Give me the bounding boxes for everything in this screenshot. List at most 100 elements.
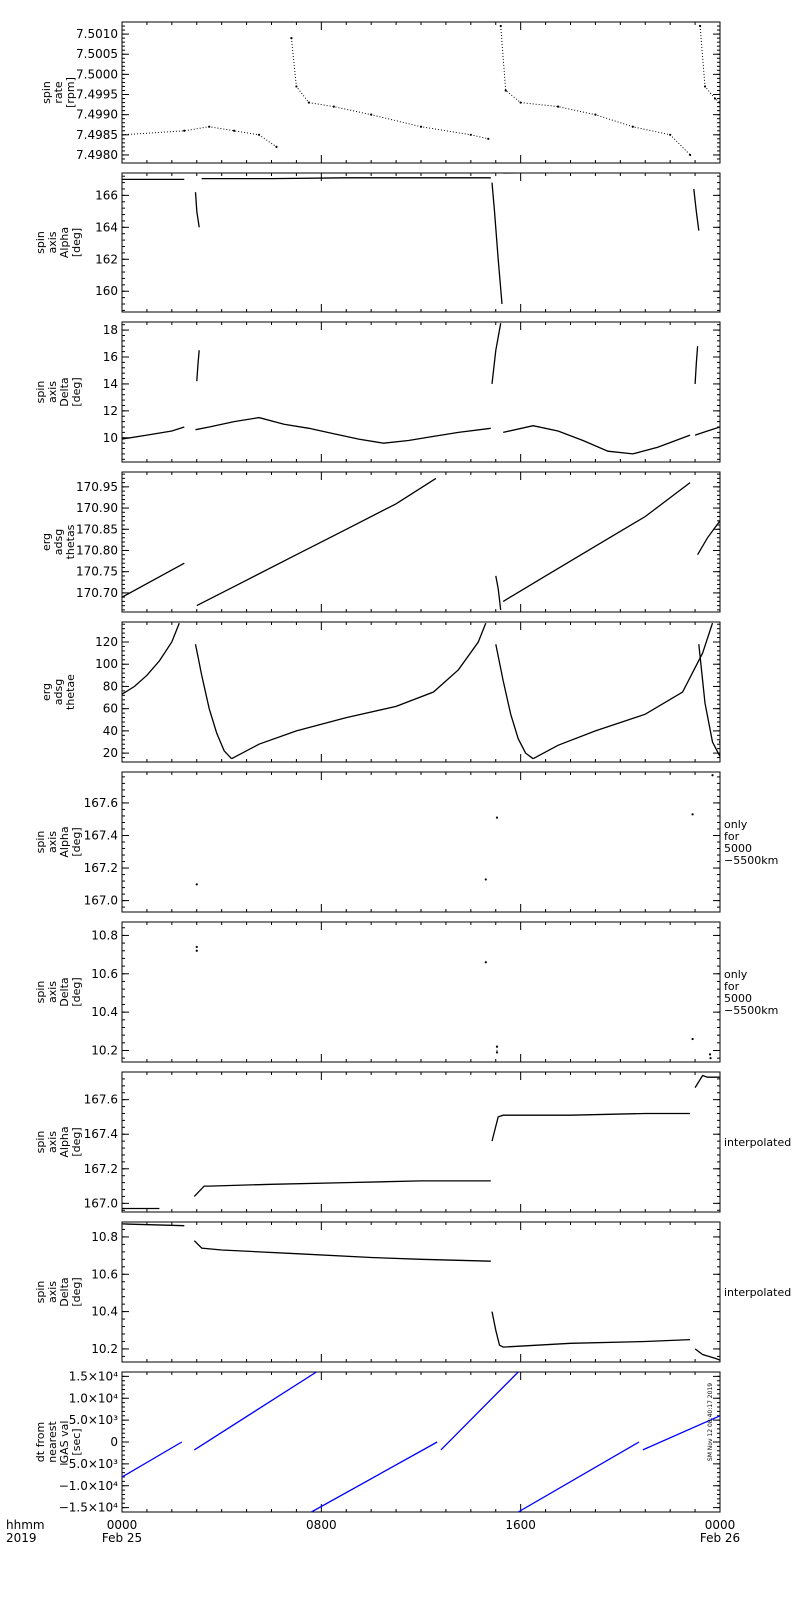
data-series (694, 1074, 720, 1088)
y-tick-label: 10.6 (91, 1267, 118, 1281)
y-tick-label: 160 (95, 284, 118, 298)
y-tick-label: 170.75 (76, 565, 118, 579)
panel-dt_from_nearest_gas_val: −1.5×10⁴ −1.0×10⁴ −5.0×10³ 0 5.0×10³ 1.0×10⁴ 1… (34, 1369, 721, 1515)
y-tick-label: 100 (95, 657, 118, 671)
panel-frame (121, 321, 721, 463)
y-axis-label: spin (40, 81, 53, 104)
x-axis-header: hhmm (6, 1518, 45, 1532)
data-series (502, 482, 691, 602)
y-tick-label: 170.90 (76, 501, 118, 515)
y-axis-label: [deg] (70, 977, 83, 1006)
y-axis-label: axis (46, 381, 59, 403)
y-tick-label: 170.80 (76, 543, 118, 557)
x-tick-date: Feb 25 (102, 1531, 142, 1545)
data-series (642, 1415, 720, 1451)
x-tick-label: 0000 (705, 1518, 736, 1532)
y-tick-label: 80 (103, 679, 118, 693)
panel-erg_adsg_thetae: 20 40 60 80 100 120 erg adsg thetae (40, 621, 721, 763)
data-series (231, 622, 487, 760)
y-axis-label: GAS val (58, 1421, 71, 1464)
y-tick-label: −1.5×10⁴ (59, 1501, 118, 1515)
panel-side-note: only (724, 968, 748, 981)
data-series (698, 644, 720, 757)
y-axis-label: [deg] (70, 1127, 83, 1156)
y-tick-label: 10.2 (91, 1043, 118, 1057)
x-tick-date: Feb 26 (700, 1531, 740, 1545)
y-tick-label: 7.5000 (76, 67, 118, 81)
panel-side-note: interpolated (724, 1286, 791, 1299)
y-tick-label: 166 (95, 188, 118, 202)
y-tick-label: 10.6 (91, 967, 118, 981)
y-tick-label: 10 (103, 431, 118, 445)
y-axis-label: spin (34, 1281, 47, 1304)
y-tick-label: −5.0×10³ (59, 1457, 118, 1471)
data-series (122, 562, 185, 598)
data-series (491, 1112, 691, 1142)
y-axis-label: adsg (52, 679, 65, 705)
y-tick-label: 40 (103, 724, 118, 738)
data-point (504, 89, 507, 92)
y-axis-label: axis (46, 1281, 59, 1303)
data-point (691, 813, 694, 816)
x-tick-label: 0800 (306, 1518, 337, 1532)
y-axis-label: nearest (46, 1421, 59, 1463)
y-tick-label: 170.95 (76, 480, 118, 494)
y-axis-label: Alpha (58, 826, 71, 857)
data-point (495, 1045, 499, 1048)
data-series (694, 426, 720, 436)
data-series (503, 425, 691, 455)
y-tick-label: 18 (103, 323, 118, 337)
data-series (195, 416, 491, 444)
x-axis-year: 2019 (6, 1531, 37, 1545)
panel-spin_axis_alpha: 160 162 164 166 spin axis Alpha [deg] (34, 172, 721, 313)
y-axis-label: rate (52, 81, 65, 104)
panel-spin_axis_alpha_interp: 167.0 167.2 167.4 167.6 spin axis Alpha [deg] in… (34, 1071, 791, 1213)
data-point (495, 816, 499, 819)
y-axis-label: spin (34, 231, 47, 254)
data-series (694, 346, 699, 384)
y-tick-label: 167.6 (84, 796, 118, 810)
panel-frame (121, 172, 721, 313)
data-series (193, 1240, 491, 1262)
x-tick-label: 0000 (107, 1518, 138, 1532)
y-axis-label: Alpha (58, 1126, 71, 1157)
data-series (495, 575, 502, 610)
y-axis-label: [deg] (70, 827, 83, 856)
data-series (500, 25, 691, 156)
y-axis-label: axis (46, 981, 59, 1003)
data-point (195, 883, 198, 886)
panel-side-note: −5500km (724, 854, 778, 867)
data-series (196, 477, 437, 607)
panel-frame (121, 471, 721, 613)
data-point (495, 1051, 499, 1054)
y-tick-label: 7.4985 (76, 128, 118, 142)
y-axis-label: spin (34, 981, 47, 1004)
panel-spin_axis_delta: 10 12 14 16 18 spin axis Delta [deg] (34, 321, 721, 463)
data-series (290, 38, 489, 140)
panel-side-note: interpolated (724, 1136, 791, 1149)
y-tick-label: 170.85 (76, 522, 118, 536)
y-axis-label: thetae (64, 674, 77, 710)
panel-side-note: 5000 (724, 842, 752, 855)
y-tick-label: 10.8 (91, 1230, 118, 1244)
panel-frame (121, 771, 721, 913)
y-axis-label: Delta (58, 377, 71, 406)
panel-frame (121, 621, 721, 763)
data-series (122, 426, 185, 440)
y-tick-label: 5.0×10³ (69, 1413, 118, 1427)
data-point (711, 774, 714, 777)
y-axis-label: erg (40, 533, 53, 551)
y-axis-label: erg (40, 683, 53, 701)
y-tick-label: 10.4 (91, 1005, 118, 1019)
panel-side-note: −5500km (724, 1004, 778, 1017)
panel-erg_adsg_thetas: 170.70 170.75 170.80 170.85 170.90 170.95 erg a… (40, 471, 721, 613)
y-tick-label: 7.4995 (76, 88, 118, 102)
data-series (122, 1223, 185, 1227)
data-series (532, 622, 714, 760)
data-series (694, 1348, 720, 1361)
y-axis-label: thetas (64, 524, 77, 559)
y-axis-label: dt from (34, 1422, 47, 1462)
data-series (699, 25, 720, 103)
y-tick-label: 16 (103, 350, 118, 364)
y-tick-label: 167.2 (84, 861, 118, 875)
